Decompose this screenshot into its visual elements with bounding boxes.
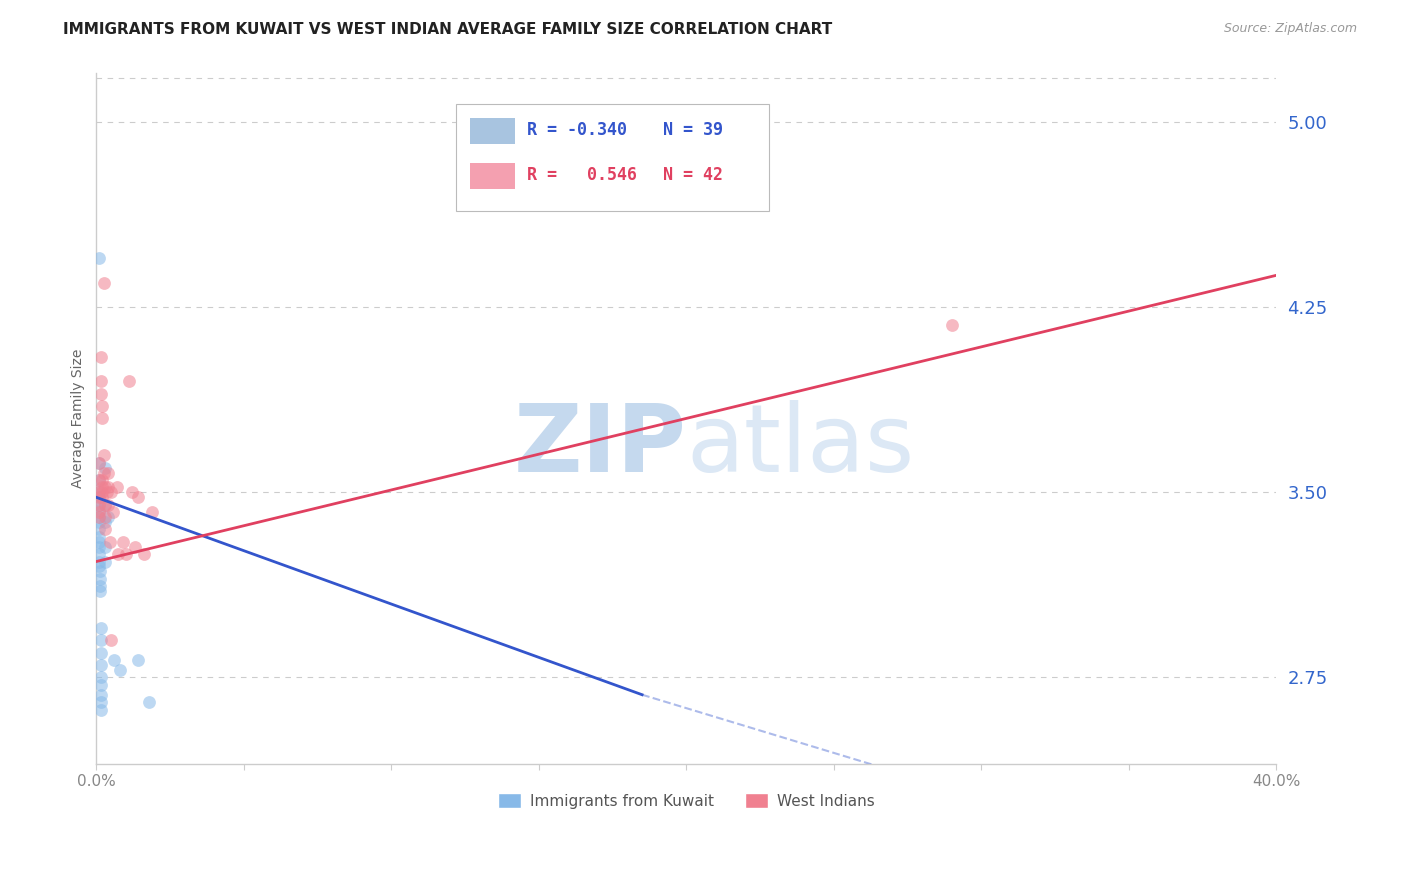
Point: [96, 485, 118, 500]
Point: [98, 534, 121, 549]
Point: [107, 547, 129, 561]
Point: [141, 505, 163, 519]
Point: [90, 386, 112, 401]
Point: [94, 515, 117, 529]
Point: [91, 473, 114, 487]
Point: [97, 510, 120, 524]
Point: [89, 510, 111, 524]
FancyBboxPatch shape: [457, 104, 769, 211]
Point: [87, 473, 110, 487]
Point: [93, 276, 115, 290]
Point: [89, 559, 111, 574]
Point: [115, 547, 138, 561]
Point: [100, 485, 122, 500]
Point: [91, 411, 114, 425]
Point: [89, 523, 111, 537]
Point: [94, 460, 117, 475]
Point: [90, 621, 112, 635]
Point: [89, 502, 111, 516]
Point: [90, 658, 112, 673]
Text: atlas: atlas: [686, 400, 915, 492]
Point: [94, 510, 117, 524]
Point: [90, 646, 112, 660]
Point: [100, 633, 122, 648]
Point: [89, 485, 111, 500]
Point: [89, 491, 111, 505]
Point: [91, 399, 114, 413]
Point: [121, 485, 143, 500]
Point: [90, 670, 112, 684]
Point: [93, 449, 115, 463]
Point: [94, 540, 117, 554]
Point: [127, 653, 149, 667]
Point: [89, 554, 111, 568]
Text: IMMIGRANTS FROM KUWAIT VS WEST INDIAN AVERAGE FAMILY SIZE CORRELATION CHART: IMMIGRANTS FROM KUWAIT VS WEST INDIAN AV…: [63, 22, 832, 37]
Point: [89, 547, 111, 561]
Text: R = -0.340: R = -0.340: [527, 121, 627, 139]
Point: [87, 456, 110, 470]
Point: [101, 505, 124, 519]
Point: [89, 515, 111, 529]
Point: [87, 473, 110, 487]
FancyBboxPatch shape: [471, 162, 515, 189]
Point: [89, 579, 111, 593]
Point: [91, 485, 114, 500]
Point: [138, 695, 160, 709]
Point: [94, 498, 117, 512]
Point: [108, 663, 131, 677]
Point: [89, 565, 111, 579]
Point: [97, 466, 120, 480]
Point: [89, 584, 111, 599]
Point: [91, 481, 114, 495]
Point: [90, 688, 112, 702]
Text: N = 42: N = 42: [662, 166, 723, 185]
Point: [94, 554, 117, 568]
Point: [90, 350, 112, 364]
Point: [89, 491, 111, 505]
Point: [89, 530, 111, 544]
Point: [87, 456, 110, 470]
Point: [90, 633, 112, 648]
Legend: Immigrants from Kuwait, West Indians: Immigrants from Kuwait, West Indians: [492, 787, 880, 815]
Point: [89, 510, 111, 524]
Point: [87, 251, 110, 265]
Point: [97, 498, 120, 512]
Text: N = 39: N = 39: [662, 121, 723, 139]
Point: [94, 523, 117, 537]
Point: [105, 481, 128, 495]
Point: [89, 540, 111, 554]
Text: ZIP: ZIP: [513, 400, 686, 492]
Point: [89, 505, 111, 519]
Point: [90, 702, 112, 716]
FancyBboxPatch shape: [471, 118, 515, 145]
Point: [89, 534, 111, 549]
Point: [93, 466, 115, 480]
Point: [90, 375, 112, 389]
Point: [103, 653, 125, 667]
Point: [90, 678, 112, 692]
Point: [94, 498, 117, 512]
Y-axis label: Average Family Size: Average Family Size: [72, 349, 86, 488]
Point: [132, 547, 155, 561]
Text: Source: ZipAtlas.com: Source: ZipAtlas.com: [1223, 22, 1357, 36]
Point: [89, 498, 111, 512]
Point: [124, 540, 146, 554]
Point: [94, 481, 117, 495]
Text: R =   0.546: R = 0.546: [527, 166, 637, 185]
Point: [89, 498, 111, 512]
Point: [89, 485, 111, 500]
Point: [941, 318, 963, 332]
Point: [97, 481, 120, 495]
Point: [90, 695, 112, 709]
Point: [127, 491, 149, 505]
Point: [118, 375, 141, 389]
Point: [111, 534, 134, 549]
Point: [89, 572, 111, 586]
Point: [91, 491, 114, 505]
